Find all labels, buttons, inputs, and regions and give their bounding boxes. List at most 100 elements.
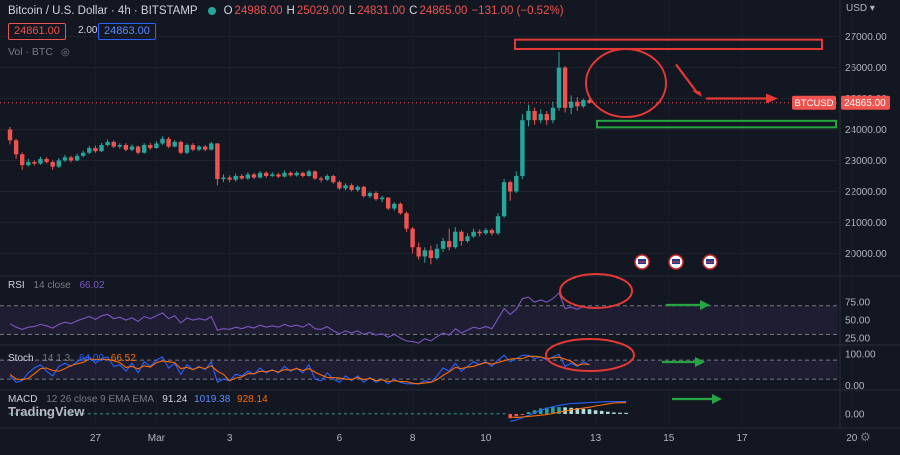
macd-histogram-bar: [472, 412, 476, 415]
candle-body: [264, 172, 269, 176]
macd-histogram-bar: [313, 412, 317, 415]
macd-histogram-bar: [106, 412, 110, 415]
candle-body: [398, 203, 403, 214]
rsi-tick-label: 50.00: [845, 316, 870, 327]
candle-body: [13, 140, 19, 155]
high-label: H: [286, 5, 295, 17]
macd-histogram-bar: [618, 412, 622, 414]
price-tick-label: 22000.00: [845, 187, 887, 198]
time-tick-label: Mar: [148, 433, 166, 444]
macd-histogram-bar: [264, 412, 268, 415]
macd-histogram-bar: [118, 412, 122, 415]
candle-body: [123, 145, 129, 150]
candle-body: [50, 162, 55, 167]
candle-body: [447, 241, 452, 248]
volume-label[interactable]: Vol · BTC ◎: [8, 46, 70, 58]
macd-histogram-bar: [51, 412, 55, 415]
macd-histogram-bar: [173, 412, 177, 415]
last-price-tag-text: 24865.00: [844, 98, 886, 109]
rsi-tick-label: 75.00: [845, 298, 870, 309]
candle-body: [587, 100, 592, 103]
candle-body: [562, 67, 568, 108]
rsi-green-arrow-head: [700, 300, 710, 310]
candle-body: [477, 231, 482, 234]
candle-body: [428, 250, 434, 259]
macd-legend[interactable]: MACD 12 26 close 9 EMA EMA 91.24 1019.38…: [8, 394, 268, 405]
candle-body: [355, 186, 360, 190]
macd-histogram-bar: [398, 412, 402, 415]
macd-histogram-bar: [301, 412, 305, 415]
candle-body: [44, 158, 49, 163]
sell-price-button[interactable]: 24861.00: [8, 23, 66, 40]
open-value: 24988.00: [234, 5, 283, 17]
macd-histogram-bar: [581, 408, 586, 414]
candle-body: [20, 154, 25, 166]
macd-histogram-bar: [258, 412, 262, 415]
candle-body: [227, 177, 232, 180]
candle-body: [501, 182, 507, 217]
macd-histogram-bar: [344, 412, 347, 415]
rsi-legend[interactable]: RSI 14 close 66.02: [8, 280, 105, 291]
macd-histogram-bar: [283, 412, 286, 415]
rsi-value: 66.02: [79, 280, 105, 291]
macd-histogram-bar: [374, 412, 378, 415]
stoch-series-line: [9, 353, 590, 385]
candle-body: [26, 162, 31, 166]
macd-histogram-bar: [185, 412, 189, 415]
macd-histogram-bar: [130, 412, 134, 415]
candle-body: [367, 193, 373, 197]
candle-body: [489, 230, 495, 234]
candle-body: [239, 175, 244, 179]
macd-series-line: [510, 402, 627, 419]
macd-histogram-bar: [69, 412, 73, 415]
macd-signal-value: 928.14: [237, 394, 268, 405]
macd-histogram-bar: [557, 407, 561, 414]
macd-histogram-bar: [453, 412, 457, 415]
macd-histogram-bar: [606, 411, 610, 414]
time-tick-label: 27: [90, 433, 102, 444]
candle-body: [257, 172, 263, 178]
macd-histogram-bar: [350, 412, 354, 415]
macd-histogram-bar: [234, 412, 238, 415]
candle-body: [465, 236, 470, 242]
macd-histogram-bar: [167, 412, 171, 415]
macd-histogram-bar: [538, 408, 543, 414]
candle-body: [172, 141, 177, 147]
stoch-title: Stoch: [8, 353, 34, 364]
candle-body: [337, 182, 342, 189]
candle-body: [471, 231, 476, 237]
macd-green-arrow-head: [712, 394, 722, 404]
gear-icon[interactable]: ⚙: [860, 430, 871, 444]
candle-body: [251, 174, 257, 178]
eye-icon[interactable]: ◎: [60, 47, 70, 58]
price-highlight-ellipse: [585, 48, 667, 119]
macd-histogram-bar: [136, 412, 140, 415]
macd-histogram-bar: [386, 412, 390, 415]
macd-histogram-bar: [209, 412, 213, 415]
macd-histogram-bar: [331, 412, 335, 415]
candle-body: [111, 141, 116, 147]
stoch-legend[interactable]: Stoch 14 1 3 64.00 66.52: [8, 353, 136, 364]
price-axis-background: [840, 0, 900, 450]
macd-histogram-bar: [215, 412, 219, 415]
buy-price-button[interactable]: 24863.00: [98, 23, 156, 40]
candle-body: [142, 145, 147, 153]
macd-histogram-bar: [612, 412, 616, 414]
macd-histogram-bar: [526, 412, 531, 414]
macd-histogram-bar: [252, 412, 256, 415]
candle-body: [135, 146, 141, 153]
stoch-tick-label: 100.00: [845, 349, 876, 360]
rsi-params: 14 close: [33, 280, 71, 291]
candle-body: [459, 231, 464, 242]
candle-body: [221, 177, 226, 180]
macd-histogram-bar: [203, 412, 207, 415]
currency-selector[interactable]: USD ▾: [846, 3, 875, 14]
candle-body: [306, 171, 312, 176]
symbol-title[interactable]: Bitcoin / U.S. Dollar · 4h · BITSTAMP: [8, 5, 198, 17]
candle-body: [569, 101, 574, 108]
event-flag-icon: [668, 254, 684, 270]
macd-histogram-bar: [197, 412, 201, 415]
open-label: O: [223, 5, 233, 17]
